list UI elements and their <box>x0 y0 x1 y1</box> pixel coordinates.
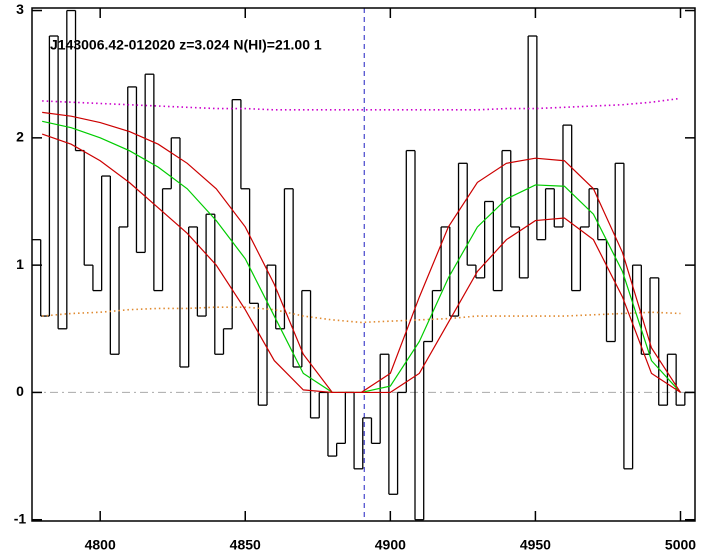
x-tick-label: 5000 <box>665 537 696 553</box>
y-tick-label: 2 <box>16 129 24 145</box>
plot-area <box>32 8 695 521</box>
y-tick-label: 3 <box>16 1 24 17</box>
model-line <box>42 306 681 324</box>
x-tick-label: 4950 <box>520 537 551 553</box>
plot-frame <box>31 7 696 522</box>
x-tick-label: 4850 <box>230 537 261 553</box>
x-tick-label: 4800 <box>85 537 116 553</box>
y-tick-label: 0 <box>16 383 24 399</box>
model-line <box>41 133 681 394</box>
y-tick-label: 1 <box>16 256 24 272</box>
y-tick-label: -1 <box>14 510 27 526</box>
annotation: J143006.42-012020 z=3.024 N(HI)=21.00 1 <box>50 37 322 53</box>
model-line <box>42 120 681 394</box>
x-tick-label: 4900 <box>375 537 406 553</box>
model-line <box>42 97 681 111</box>
